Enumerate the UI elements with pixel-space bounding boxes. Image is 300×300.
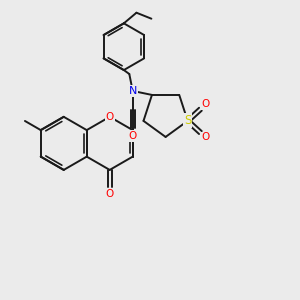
Text: O: O xyxy=(129,131,137,141)
Text: O: O xyxy=(202,133,210,142)
Text: N: N xyxy=(128,86,137,96)
Text: O: O xyxy=(106,112,114,122)
Text: O: O xyxy=(202,99,210,109)
Text: O: O xyxy=(106,190,114,200)
Text: S: S xyxy=(184,114,191,128)
